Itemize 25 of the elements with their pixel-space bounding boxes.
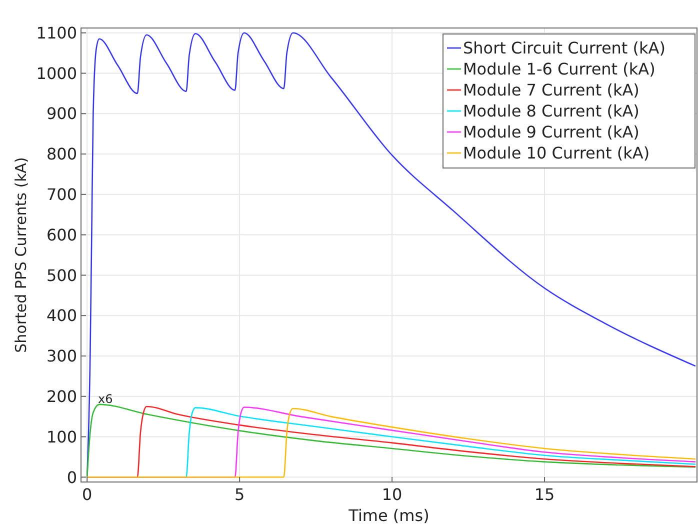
annotation: x6 [98, 392, 113, 406]
legend-label: Module 10 Current (kA) [463, 144, 650, 163]
y-tick-label: 0 [66, 468, 77, 487]
x-tick-label: 15 [534, 485, 555, 504]
x-tick-label: 10 [382, 485, 402, 504]
y-tick-label: 500 [46, 266, 77, 285]
legend-label: Module 7 Current (kA) [463, 80, 640, 100]
y-tick-label: 200 [46, 386, 77, 406]
y-axis-title: Shorted PPS Currents (kA) [12, 157, 30, 353]
legend-label: Module 8 Current (kA) [463, 102, 640, 121]
y-tick-label: 600 [46, 225, 77, 244]
legend-label: Module 1-6 Current (kA) [463, 60, 656, 79]
y-tick-label: 100 [46, 427, 77, 446]
y-tick-label: 800 [46, 144, 77, 164]
y-tick-label: 1000 [36, 64, 77, 83]
y-tick-label: 900 [46, 104, 77, 124]
x-tick-label: 5 [234, 485, 245, 504]
legend-label: Module 9 Current (kA) [463, 122, 640, 142]
x-axis-title: Time (ms) [348, 506, 430, 525]
y-tick-label: 300 [46, 346, 77, 366]
x-tick-label: 0 [82, 485, 92, 504]
legend-label: Short Circuit Current (kA) [463, 38, 666, 58]
y-tick-label: 1100 [36, 23, 77, 42]
y-tick-label: 700 [46, 185, 77, 204]
y-tick-label: 400 [46, 306, 77, 326]
